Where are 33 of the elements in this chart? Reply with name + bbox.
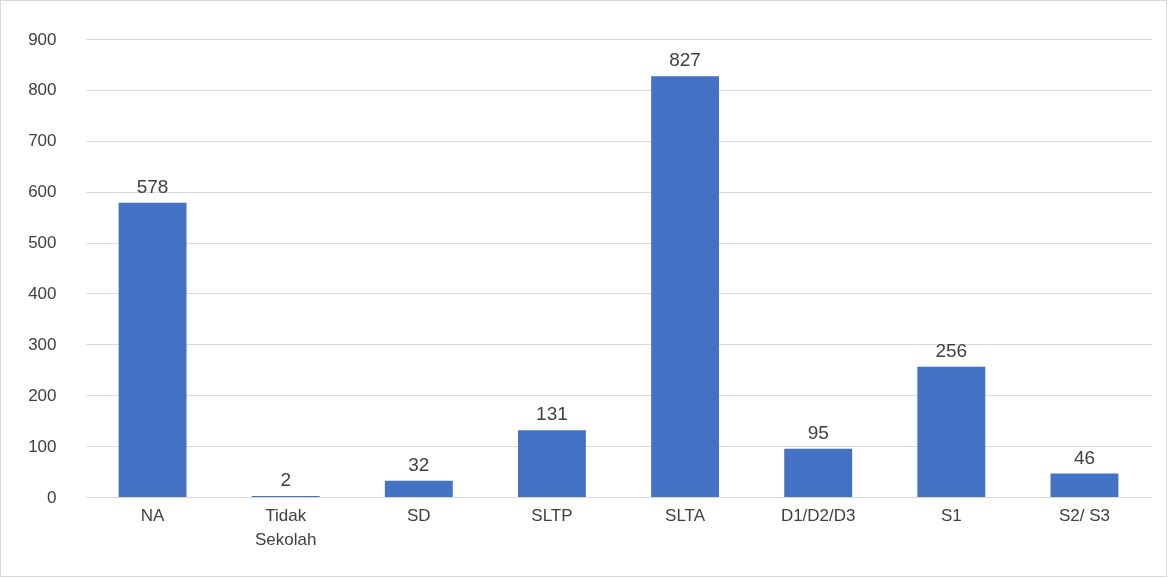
y-tick-label: 400 bbox=[28, 283, 57, 303]
y-tick-label: 900 bbox=[28, 29, 57, 49]
x-tick-label: NA bbox=[140, 505, 166, 525]
y-tick-label: 100 bbox=[28, 436, 57, 456]
bar bbox=[917, 366, 986, 497]
y-tick-label: 700 bbox=[28, 131, 57, 151]
bar bbox=[517, 430, 586, 497]
data-label: 827 bbox=[669, 49, 701, 71]
data-label: 2 bbox=[280, 468, 291, 490]
y-tick-label: 300 bbox=[28, 334, 57, 354]
x-tick-label: S2/ S3 bbox=[1058, 505, 1110, 525]
x-tick-label: Tidak Sekolah bbox=[254, 505, 317, 549]
x-tick-label: S1 bbox=[940, 505, 962, 525]
x-tick-label: SLTP bbox=[531, 505, 573, 525]
y-tick-label: 600 bbox=[28, 182, 57, 202]
bar bbox=[118, 202, 187, 497]
x-tick-label: SLTA bbox=[665, 505, 706, 525]
bar bbox=[384, 480, 453, 497]
bar bbox=[784, 448, 853, 497]
data-label: 32 bbox=[408, 453, 430, 475]
bar bbox=[1050, 473, 1119, 497]
y-tick-label: 200 bbox=[28, 385, 57, 405]
data-label: 131 bbox=[536, 403, 568, 425]
data-label: 46 bbox=[1073, 446, 1096, 468]
data-label: 95 bbox=[807, 421, 829, 443]
y-tick-label: 0 bbox=[47, 487, 57, 507]
data-label: 256 bbox=[935, 339, 968, 361]
y-tick-label: 800 bbox=[28, 80, 57, 100]
x-tick-label: D1/D2/D3 bbox=[780, 505, 856, 525]
y-tick-label: 500 bbox=[28, 233, 57, 253]
x-tick-label: SD bbox=[407, 505, 431, 525]
data-label: 578 bbox=[136, 175, 169, 197]
bar bbox=[651, 76, 720, 497]
